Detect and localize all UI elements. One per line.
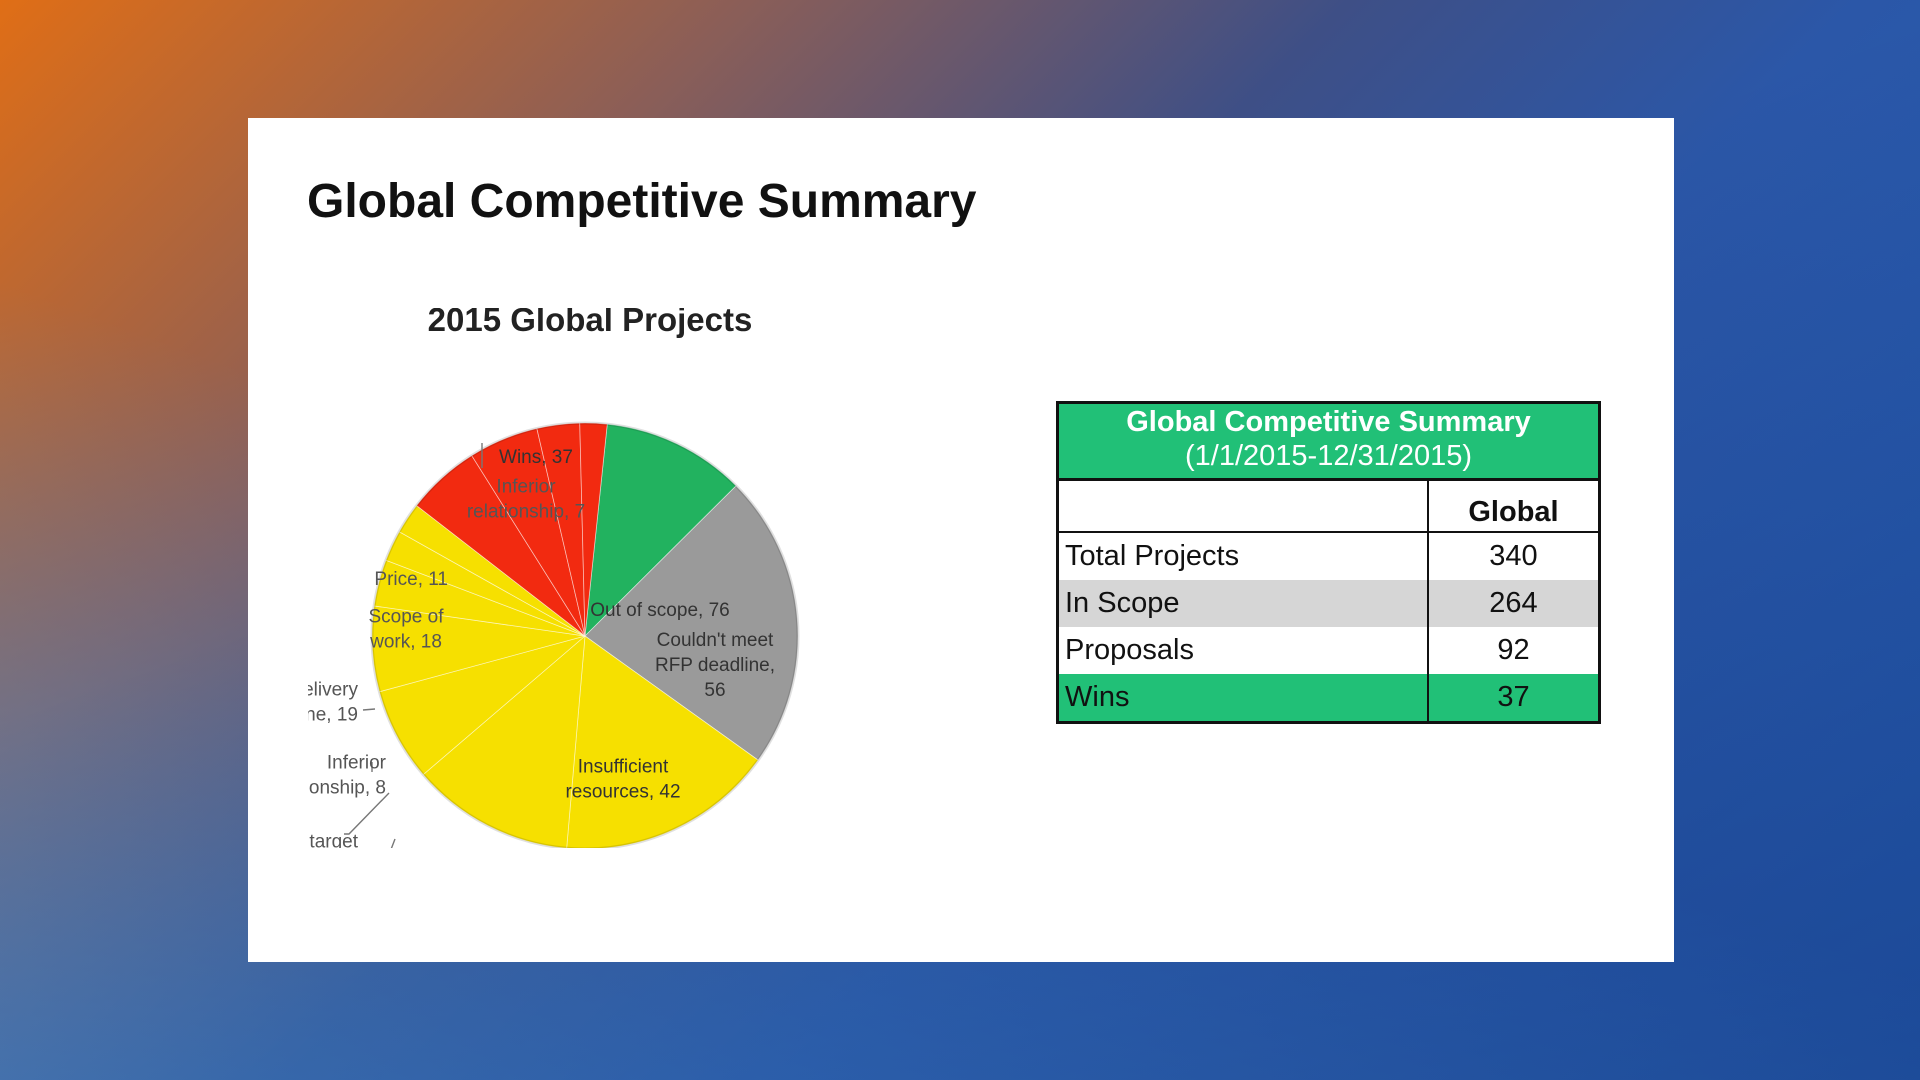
row-value: 340 bbox=[1489, 539, 1538, 572]
slice-label-outside-target-market: Outside targetmarket, 8 bbox=[308, 832, 359, 849]
leader-line-outside-target-market bbox=[344, 792, 390, 835]
slice-labels: Wins, 37 Out of scope, 76 Couldn't meet RFP… bbox=[308, 447, 775, 848]
pie-slice-inferior-relationship bbox=[579, 422, 608, 637]
slice-label-price: Price, 11 bbox=[374, 569, 448, 590]
pie-rim bbox=[370, 421, 800, 848]
slice-label-delivery-timeline: Deliverytimeline, 19 bbox=[308, 680, 358, 726]
leader-lines bbox=[344, 443, 483, 848]
summary-table: Global Competitive Summary (1/1/2015-12/… bbox=[1056, 401, 1601, 724]
slice-label-insufficient-resources: Insufficient resources, 42 bbox=[565, 757, 680, 803]
slice-label-inferior-relartionship: Inferiorrelartionship, 8 bbox=[308, 753, 387, 799]
row-value: 37 bbox=[1428, 673, 1600, 723]
row-label: Proposals bbox=[1057, 626, 1429, 674]
row-label: Total Projects bbox=[1057, 531, 1429, 580]
row-label: Wins bbox=[1057, 673, 1429, 723]
slice-label-out-of-scope: Out of scope, 76 bbox=[590, 600, 729, 621]
pie-slice-insufficient-resources bbox=[422, 635, 586, 848]
column-header-global: Global bbox=[1428, 479, 1600, 533]
row-value: 264 bbox=[1428, 579, 1600, 627]
slice-label-scope-of-work: Scope of work, 18 bbox=[369, 607, 445, 653]
pie-slice-couldn-t-meet-rfp-deadline bbox=[566, 635, 759, 848]
slice-label-inferior-relationship: Inferior relationship, 7 bbox=[467, 477, 585, 523]
slide-title: Global Competitive Summary bbox=[307, 175, 977, 228]
slice-label-wins: Wins, 37 bbox=[499, 447, 573, 468]
table-header: Global Competitive Summary (1/1/2015-12/… bbox=[1057, 402, 1600, 481]
column-header-empty bbox=[1057, 479, 1429, 533]
pie-chart: 2015 Global Projects Wins, 37 Out of scop… bbox=[308, 308, 800, 848]
pie-slices bbox=[370, 421, 800, 848]
table-title: Global Competitive Summary bbox=[1126, 406, 1531, 438]
column-header-row: Global bbox=[1057, 479, 1600, 533]
slide: Global Competitive Summary 2015 Global P… bbox=[248, 118, 1674, 962]
table-header-row: Global Competitive Summary (1/1/2015-12/… bbox=[1057, 402, 1600, 481]
table-subtitle: (1/1/2015-12/31/2015) bbox=[1185, 439, 1472, 472]
table-row-in-scope: In Scope 264 bbox=[1057, 579, 1600, 627]
pie-slice-out-of-scope bbox=[584, 485, 799, 761]
table-row-wins: Wins 37 bbox=[1057, 673, 1600, 723]
slice-label-couldn-t-meet-rfp-deadline: Couldn't meet RFP deadline, 56 bbox=[655, 630, 775, 701]
row-label: In Scope bbox=[1057, 579, 1429, 627]
row-value: 92 bbox=[1497, 633, 1530, 666]
leader-line-delivery-timeline bbox=[362, 708, 376, 711]
chart-title: 2015 Global Projects bbox=[428, 308, 753, 338]
table-row-proposals: Proposals 92 bbox=[1057, 626, 1600, 674]
table-row-total-projects: Total Projects 340 bbox=[1057, 531, 1600, 580]
leader-line-knew-wouldn-t-win bbox=[390, 838, 396, 848]
pie-slice-wins bbox=[584, 423, 737, 638]
